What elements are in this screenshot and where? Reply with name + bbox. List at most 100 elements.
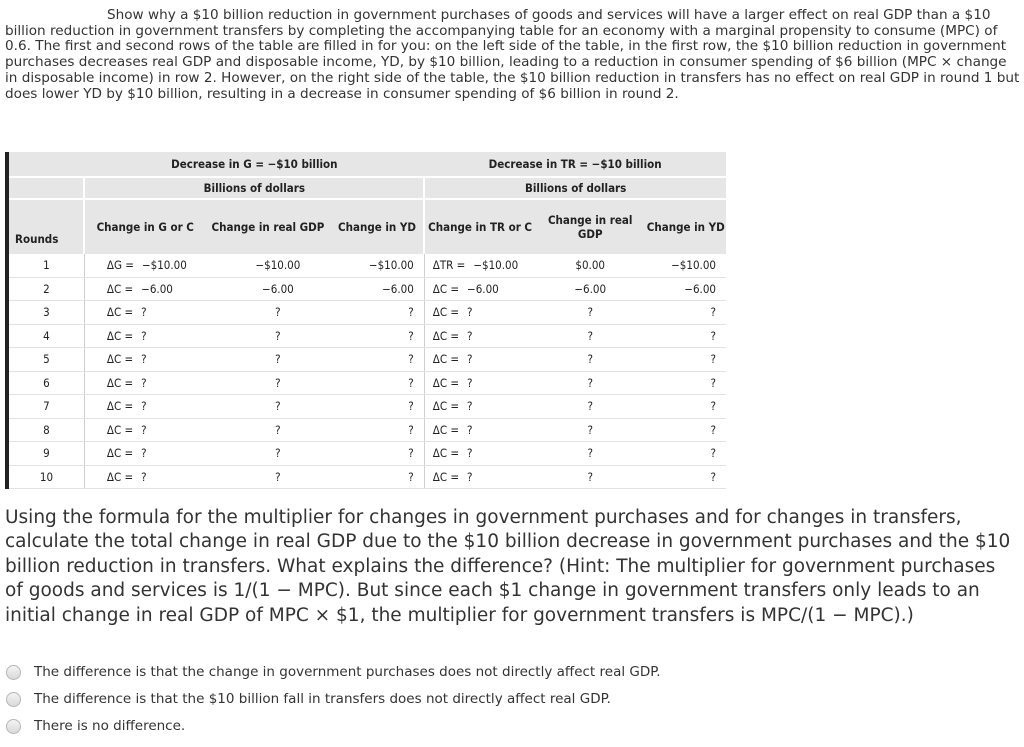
option-label[interactable]: The difference is that the change in gov… bbox=[34, 664, 661, 680]
radio-button[interactable] bbox=[6, 664, 21, 680]
tr-yd-cell: −6.00 bbox=[645, 277, 726, 301]
g-change-label: ΔC = bbox=[106, 375, 134, 390]
tr-change-cell: ΔTR = −$10.00 bbox=[423, 254, 535, 278]
g-change-value: ? bbox=[141, 399, 147, 414]
option-label[interactable]: There is no difference. bbox=[34, 718, 186, 734]
tr-gdp-cell: ? bbox=[534, 371, 646, 395]
round-number: 10 bbox=[9, 465, 85, 489]
g-gdp-cell: ? bbox=[205, 394, 331, 419]
tr-change-cell: ΔC =? bbox=[423, 465, 535, 489]
tr-yd-cell: ? bbox=[645, 371, 726, 395]
tr-change-value: ? bbox=[467, 375, 473, 390]
tr-yd-cell: −$10.00 bbox=[645, 254, 726, 278]
tr-gdp-cell: ? bbox=[534, 347, 646, 372]
g-change-label: ΔC = bbox=[106, 446, 134, 461]
answer-option[interactable]: The difference is that the change in gov… bbox=[6, 664, 661, 680]
tr-change-cell: ΔC =? bbox=[423, 418, 535, 442]
g-change-value: −$10.00 bbox=[141, 258, 187, 273]
round-number: 8 bbox=[9, 418, 85, 442]
tr-change-cell: ΔC =? bbox=[423, 300, 535, 325]
tr-change-value: ? bbox=[467, 352, 473, 367]
g-change-cell: ΔC =? bbox=[83, 324, 206, 348]
g-change-value: ? bbox=[141, 352, 147, 367]
round-number: 5 bbox=[9, 347, 85, 372]
col-header: Change in YD bbox=[330, 199, 425, 254]
g-gdp-cell: −6.00 bbox=[205, 277, 331, 301]
tr-change-cell: ΔC =? bbox=[423, 347, 535, 372]
blank-header bbox=[9, 177, 85, 200]
g-change-cell: ΔC =? bbox=[83, 418, 206, 442]
g-change-value: ? bbox=[141, 422, 147, 437]
g-yd-cell: −$10.00 bbox=[330, 254, 425, 278]
answer-option[interactable]: There is no difference. bbox=[6, 718, 185, 734]
tr-change-value: ? bbox=[467, 328, 473, 343]
table-row: 9 ΔC =??? ΔC =??? bbox=[9, 441, 726, 466]
tr-change-label: ΔC = bbox=[432, 469, 460, 484]
tr-change-label: ΔC = bbox=[432, 328, 460, 343]
option-label[interactable]: The difference is that the $10 billion f… bbox=[34, 691, 611, 707]
tr-yd-cell: ? bbox=[645, 347, 726, 372]
round-number: 3 bbox=[9, 300, 85, 325]
tr-yd-cell: ? bbox=[645, 324, 726, 348]
round-number: 6 bbox=[9, 371, 85, 395]
g-change-label: ΔC = bbox=[106, 328, 134, 343]
tr-gdp-cell: ? bbox=[534, 465, 646, 489]
tr-change-label: ΔC = bbox=[432, 352, 460, 367]
g-change-value: −6.00 bbox=[141, 281, 173, 296]
radio-button[interactable] bbox=[6, 691, 21, 707]
tr-change-label: ΔC = bbox=[432, 399, 460, 414]
table-row: 2 ΔC = −6.00 −6.00 −6.00 ΔC = −6.00 −6.00 −6.00 bbox=[9, 277, 726, 301]
answer-option[interactable]: The difference is that the $10 billion f… bbox=[6, 691, 611, 707]
tr-yd-cell: ? bbox=[645, 394, 726, 419]
col-header: Change in TR or C bbox=[423, 199, 535, 254]
intro-text: Show why a $10 billion reduction in gove… bbox=[5, 7, 1020, 102]
g-yd-cell: ? bbox=[330, 324, 425, 348]
right-units: Billions of dollars bbox=[423, 177, 726, 200]
tr-yd-cell: ? bbox=[645, 300, 726, 325]
g-change-cell: ΔC =? bbox=[83, 371, 206, 395]
tr-gdp-cell: ? bbox=[534, 441, 646, 466]
question-text: Using the formula for the multiplier for… bbox=[5, 507, 1011, 626]
tr-change-cell: ΔC =? bbox=[423, 394, 535, 419]
g-change-label: ΔG = bbox=[106, 258, 134, 273]
left-title: Decrease in G = −$10 billion bbox=[84, 152, 425, 178]
g-gdp-cell: ? bbox=[205, 465, 331, 489]
table-row: 7 ΔC =??? ΔC =??? bbox=[9, 394, 726, 419]
g-change-value: ? bbox=[141, 328, 147, 343]
tr-change-value: ? bbox=[467, 305, 473, 320]
tr-yd-cell: ? bbox=[645, 465, 726, 489]
col-header: Change in real GDP bbox=[205, 199, 331, 254]
tr-change-label: ΔC = bbox=[432, 422, 460, 437]
g-change-value: ? bbox=[141, 375, 147, 390]
tr-change-value: −$10.00 bbox=[473, 258, 519, 273]
g-yd-cell: −6.00 bbox=[330, 277, 425, 301]
tr-change-value: ? bbox=[467, 469, 473, 484]
table-row: 8 ΔC =??? ΔC =??? bbox=[9, 418, 726, 442]
g-gdp-cell: ? bbox=[205, 418, 331, 442]
g-change-cell: ΔC =? bbox=[83, 441, 206, 466]
table-row: 5 ΔC =??? ΔC =??? bbox=[9, 347, 726, 372]
col-header: Change in real GDP bbox=[534, 199, 646, 254]
tr-gdp-cell: ? bbox=[534, 394, 646, 419]
table-row: 10 ΔC =??? ΔC =??? bbox=[9, 465, 726, 489]
table-row: 1 ΔG = −$10.00 −$10.00 −$10.00 ΔTR = −$10.00 $0… bbox=[9, 254, 726, 278]
round-number: 4 bbox=[9, 324, 85, 348]
g-yd-cell: ? bbox=[330, 441, 425, 466]
tr-gdp-cell: ? bbox=[534, 418, 646, 442]
g-gdp-cell: ? bbox=[205, 347, 331, 372]
tr-change-cell: ΔC = −6.00 bbox=[423, 277, 535, 301]
g-change-label: ΔC = bbox=[106, 281, 134, 296]
round-number: 9 bbox=[9, 441, 85, 466]
right-title: Decrease in TR = −$10 billion bbox=[424, 152, 726, 178]
col-header: Change in YD bbox=[645, 199, 726, 254]
tr-yd-cell: ? bbox=[645, 418, 726, 442]
g-change-label: ΔC = bbox=[106, 422, 134, 437]
g-gdp-cell: ? bbox=[205, 324, 331, 348]
g-change-cell: ΔC =? bbox=[83, 394, 206, 419]
round-number: 2 bbox=[9, 277, 85, 301]
tr-change-label: ΔC = bbox=[432, 446, 460, 461]
tr-change-value: −6.00 bbox=[467, 281, 499, 296]
radio-button[interactable] bbox=[6, 718, 21, 734]
blank-header bbox=[9, 152, 85, 178]
round-number: 1 bbox=[9, 254, 85, 278]
